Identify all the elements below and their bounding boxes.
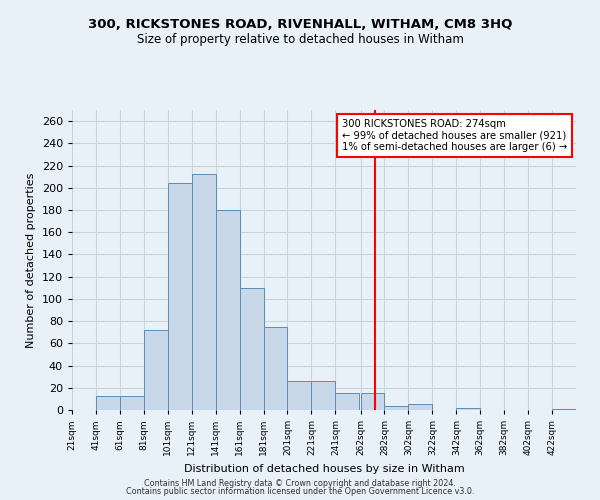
Bar	[552, 409, 576, 410]
Bar	[335, 394, 359, 410]
Text: Contains public sector information licensed under the Open Government Licence v3: Contains public sector information licen…	[126, 488, 474, 496]
Bar	[361, 394, 385, 410]
Bar	[409, 404, 433, 410]
Bar	[311, 381, 335, 410]
Bar	[96, 396, 120, 410]
Bar	[215, 210, 239, 410]
Bar	[144, 330, 168, 410]
Bar	[192, 174, 215, 410]
Bar	[287, 381, 311, 410]
X-axis label: Distribution of detached houses by size in Witham: Distribution of detached houses by size …	[184, 464, 464, 473]
Text: Size of property relative to detached houses in Witham: Size of property relative to detached ho…	[137, 32, 463, 46]
Bar	[120, 396, 144, 410]
Bar	[263, 326, 287, 410]
Text: 300, RICKSTONES ROAD, RIVENHALL, WITHAM, CM8 3HQ: 300, RICKSTONES ROAD, RIVENHALL, WITHAM,…	[88, 18, 512, 30]
Bar	[239, 288, 263, 410]
Bar	[385, 406, 409, 410]
Bar	[168, 184, 192, 410]
Text: 300 RICKSTONES ROAD: 274sqm
← 99% of detached houses are smaller (921)
1% of sem: 300 RICKSTONES ROAD: 274sqm ← 99% of det…	[341, 119, 567, 152]
Y-axis label: Number of detached properties: Number of detached properties	[26, 172, 36, 348]
Bar	[456, 408, 480, 410]
Text: Contains HM Land Registry data © Crown copyright and database right 2024.: Contains HM Land Registry data © Crown c…	[144, 478, 456, 488]
